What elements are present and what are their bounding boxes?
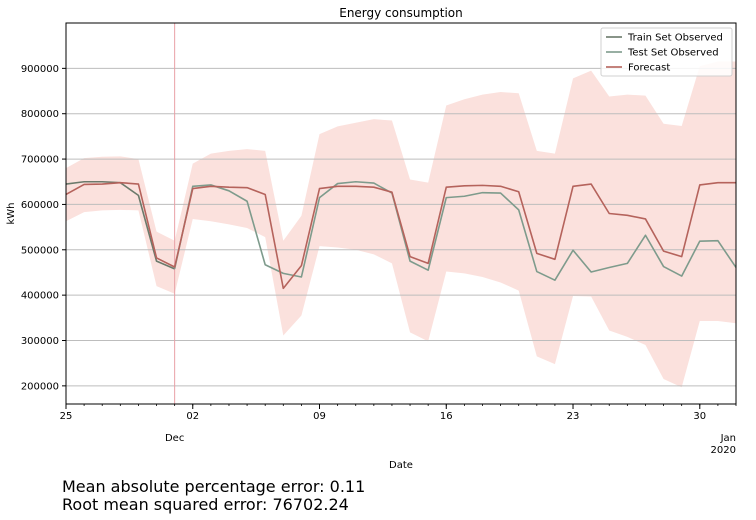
x-month-label: Dec [165,433,184,444]
y-tick-label: 300000 [21,336,59,347]
y-tick-label: 600000 [21,200,59,211]
x-tick-label: 09 [313,411,326,422]
x-month-label: Jan [720,433,736,444]
metrics-panel: Mean absolute percentage error: 0.11 Roo… [62,478,365,514]
x-tick-label: 16 [440,411,453,422]
x-tick-label: 25 [60,411,73,422]
chart-title: Energy consumption [339,6,463,20]
x-tick-label: 02 [186,411,199,422]
rmse-text: Root mean squared error: 76702.24 [62,496,365,514]
legend-label: Forecast [628,63,670,74]
x-tick-label: 30 [693,411,706,422]
legend: Train Set Observed Test Set Observed Forec… [601,28,732,76]
y-tick-label: 800000 [21,109,59,120]
mape-text: Mean absolute percentage error: 0.11 [62,478,365,496]
y-tick-label: 200000 [21,381,59,392]
y-axis: 200000 300000 400000 500000 600000 700000 8000… [21,64,66,393]
y-axis-label: kWh [6,202,17,224]
y-tick-label: 400000 [21,291,59,302]
y-tick-label: 900000 [21,64,59,75]
legend-label: Train Set Observed [627,33,723,44]
legend-label: Test Set Observed [627,48,719,59]
x-year-label: 2020 [711,445,736,456]
x-axis-label: Date [389,460,413,471]
energy-consumption-chart: 200000 300000 400000 500000 600000 700000 8000… [0,0,756,475]
y-tick-label: 500000 [21,245,59,256]
y-tick-label: 700000 [21,155,59,166]
x-tick-label: 23 [567,411,580,422]
